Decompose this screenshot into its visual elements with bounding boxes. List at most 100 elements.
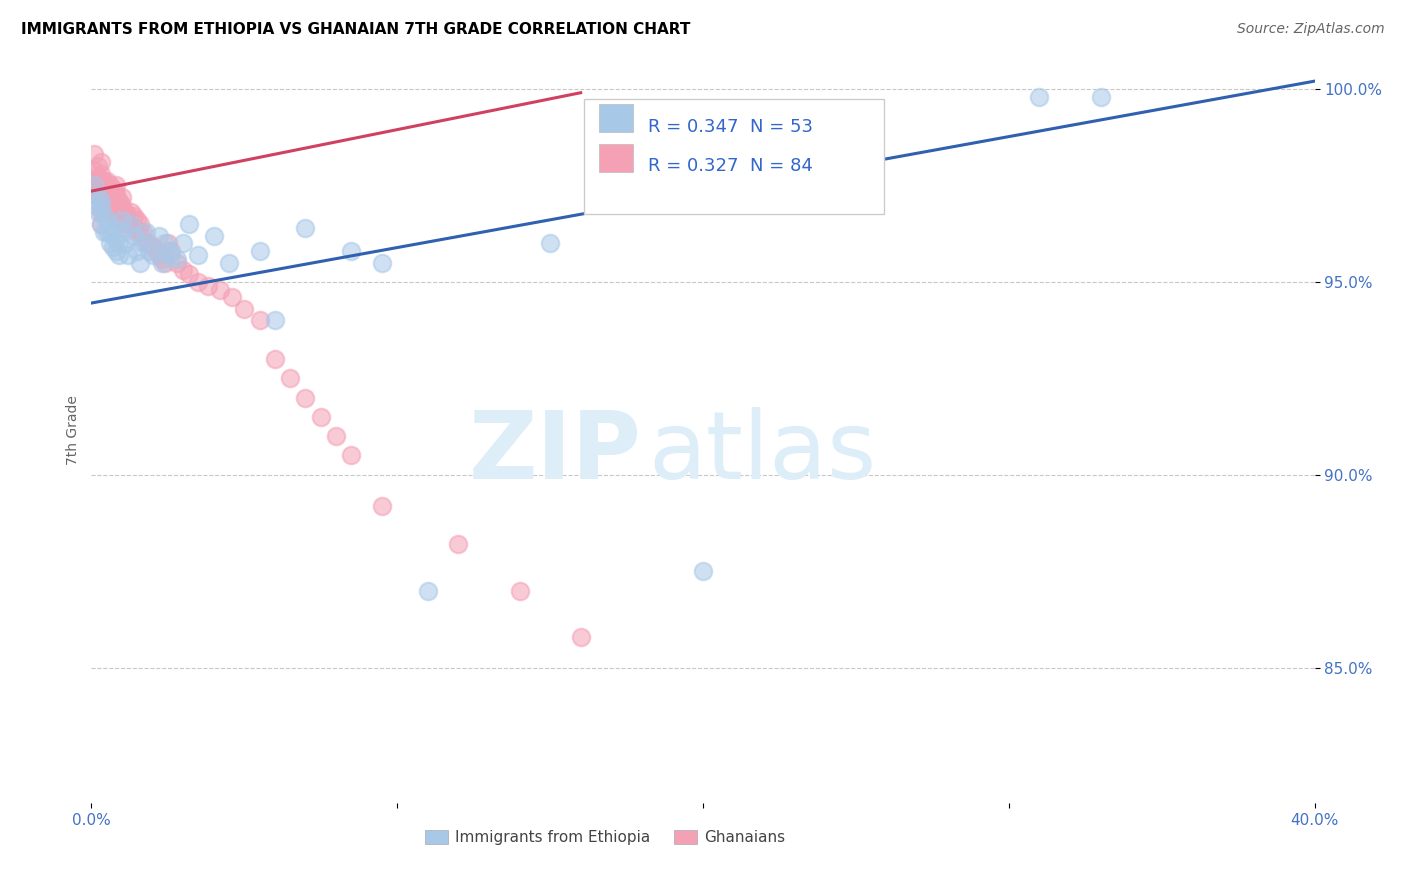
Point: [111, 205, 134, 219]
Point: [111, 213, 134, 227]
Point: [104, 186, 127, 200]
Point: [153, 255, 176, 269]
Point: [117, 248, 139, 262]
Text: R = 0.327  N = 84: R = 0.327 N = 84: [648, 157, 813, 175]
Point: [135, 236, 157, 251]
Point: [98, 202, 121, 216]
Point: [90, 167, 112, 181]
Point: [325, 429, 347, 443]
Point: [117, 217, 139, 231]
Point: [101, 220, 124, 235]
Point: [83, 147, 105, 161]
Point: [138, 236, 160, 251]
Point: [108, 202, 131, 216]
Point: [202, 228, 225, 243]
Point: [294, 220, 316, 235]
Point: [166, 252, 188, 266]
Point: [150, 255, 173, 269]
Point: [114, 236, 136, 251]
Point: [249, 244, 271, 258]
Point: [86, 159, 108, 173]
Point: [101, 182, 124, 196]
Legend: Immigrants from Ethiopia, Ghanaians: Immigrants from Ethiopia, Ghanaians: [419, 823, 792, 851]
Point: [90, 217, 112, 231]
Point: [90, 217, 112, 231]
Point: [692, 564, 714, 578]
Point: [98, 225, 121, 239]
Point: [160, 248, 183, 262]
Point: [160, 244, 183, 258]
Point: [278, 371, 301, 385]
Point: [98, 186, 121, 200]
Point: [138, 244, 160, 258]
Point: [150, 252, 173, 266]
Point: [187, 248, 209, 262]
Point: [179, 217, 201, 231]
Point: [83, 178, 105, 193]
Point: [218, 255, 240, 269]
FancyBboxPatch shape: [585, 99, 884, 214]
Text: Source: ZipAtlas.com: Source: ZipAtlas.com: [1237, 22, 1385, 37]
Point: [132, 225, 155, 239]
Point: [122, 209, 145, 223]
Point: [96, 197, 118, 211]
Point: [104, 178, 127, 193]
Point: [90, 194, 112, 208]
Point: [101, 205, 124, 219]
Point: [141, 248, 163, 262]
Point: [509, 583, 531, 598]
Point: [264, 313, 287, 327]
Point: [101, 190, 124, 204]
Point: [145, 244, 167, 258]
Point: [117, 209, 139, 223]
Text: IMMIGRANTS FROM ETHIOPIA VS GHANAIAN 7TH GRADE CORRELATION CHART: IMMIGRANTS FROM ETHIOPIA VS GHANAIAN 7TH…: [21, 22, 690, 37]
Point: [141, 240, 163, 254]
Point: [1090, 89, 1112, 103]
Point: [156, 244, 179, 258]
Point: [86, 170, 108, 185]
Point: [179, 267, 201, 281]
Point: [166, 255, 188, 269]
Point: [127, 225, 149, 239]
Point: [129, 217, 152, 231]
Point: [83, 178, 105, 193]
Point: [93, 186, 115, 200]
Point: [86, 174, 108, 188]
Point: [754, 159, 776, 173]
Point: [93, 225, 115, 239]
Point: [120, 217, 142, 231]
Point: [233, 301, 256, 316]
Point: [197, 278, 219, 293]
Point: [101, 240, 124, 254]
Point: [108, 194, 131, 208]
Point: [208, 283, 231, 297]
Point: [122, 220, 145, 235]
Point: [90, 155, 112, 169]
Point: [104, 244, 127, 258]
Point: [86, 205, 108, 219]
Point: [132, 236, 155, 251]
Point: [98, 194, 121, 208]
Point: [104, 232, 127, 246]
Point: [86, 186, 108, 200]
Point: [93, 194, 115, 208]
Point: [90, 205, 112, 219]
Point: [101, 197, 124, 211]
Point: [93, 174, 115, 188]
Point: [148, 248, 170, 262]
Point: [120, 217, 142, 231]
Point: [127, 213, 149, 227]
Point: [90, 197, 112, 211]
Point: [371, 499, 394, 513]
Point: [104, 209, 127, 223]
Point: [135, 225, 157, 239]
Point: [416, 583, 439, 598]
Point: [108, 236, 131, 251]
Point: [569, 630, 592, 644]
Point: [108, 213, 131, 227]
Point: [114, 213, 136, 227]
Point: [104, 197, 127, 211]
FancyBboxPatch shape: [599, 144, 633, 172]
Point: [90, 178, 112, 193]
Text: ZIP: ZIP: [470, 407, 643, 499]
